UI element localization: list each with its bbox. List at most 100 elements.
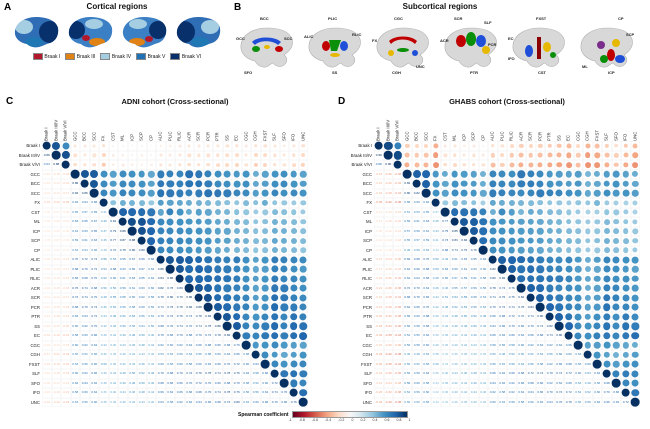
corr-value: 0.70	[508, 323, 515, 328]
corr-cell: 0.52	[118, 312, 128, 322]
corr-cell	[517, 246, 527, 256]
corr-circle	[290, 379, 298, 387]
corr-cell: 0.42	[450, 331, 460, 341]
corr-circle	[233, 209, 240, 216]
corr-cell	[602, 369, 612, 379]
corr-cell	[536, 265, 546, 275]
corr-cell: 0.40	[147, 350, 157, 360]
corr-circle	[528, 162, 534, 168]
corr-circle	[384, 141, 393, 150]
corr-value: 0.82	[186, 304, 193, 309]
corr-cell	[280, 293, 290, 303]
corr-cell: 0.70	[280, 388, 290, 398]
corr-cell	[488, 179, 498, 189]
corr-circle	[92, 144, 96, 148]
matrix-row: GCC -0.12 -0.15 -0.18	[6, 169, 308, 180]
corr-value: 0.66	[195, 342, 202, 347]
corr-circle	[461, 199, 468, 206]
corr-circle	[168, 153, 172, 157]
corr-value: -0.24	[375, 371, 383, 376]
corr-cell	[299, 255, 309, 265]
corr-cell	[232, 284, 242, 294]
corr-cell	[469, 170, 479, 180]
corr-cell	[555, 246, 565, 256]
corr-circle	[244, 144, 248, 148]
corr-cell	[242, 198, 252, 208]
corr-cell: 0.56	[479, 284, 489, 294]
corr-cell	[99, 170, 109, 180]
corr-cell: 0.54	[574, 379, 584, 389]
corr-value: -0.16	[394, 228, 402, 233]
corr-cell: 0.37	[431, 208, 441, 218]
matrix-row: ALIC -0.09 -0.12 -0.15 0.70 0.72 0.74 0.56 0.53 0…	[6, 255, 308, 265]
corr-cell	[564, 303, 574, 313]
corr-value: 0.59	[451, 266, 458, 271]
corr-value: 0.63	[470, 266, 477, 271]
corr-cell	[526, 179, 536, 189]
corr-cell: 0.48	[450, 312, 460, 322]
corr-cell: 0.74	[555, 369, 565, 379]
corr-cell	[402, 169, 413, 180]
corr-cell	[251, 151, 261, 161]
corr-circle	[204, 293, 213, 302]
corr-value: -0.30	[384, 285, 392, 290]
corr-value: 0.80	[129, 247, 136, 252]
corr-value: -0.14	[43, 323, 51, 328]
corr-cell	[194, 198, 204, 208]
corr-value: 0.62	[423, 200, 430, 205]
corr-circle	[90, 179, 99, 188]
corr-value: 0.66	[537, 380, 544, 385]
corr-cell	[469, 141, 479, 151]
corr-circle	[498, 189, 506, 197]
corr-cell: 0.80	[166, 293, 176, 303]
corr-circle	[613, 200, 619, 206]
corr-circle	[593, 256, 601, 264]
corr-circle	[603, 256, 611, 264]
corr-cell	[422, 160, 432, 170]
corr-circle	[489, 218, 497, 226]
corr-circle	[300, 209, 306, 215]
corr-cell: 0.57	[80, 208, 90, 218]
corr-circle	[263, 144, 267, 148]
corr-cell: 0.56	[422, 398, 432, 408]
corr-cell	[204, 208, 214, 218]
corr-value: 0.48	[129, 333, 136, 338]
corr-circle	[187, 153, 191, 157]
corr-circle	[101, 143, 106, 148]
corr-cell: 0.82	[156, 284, 166, 294]
corr-circle	[252, 256, 259, 263]
corr-cell	[289, 217, 299, 227]
corr-circle	[83, 163, 87, 167]
corr-cell	[621, 217, 631, 227]
corr-cell	[517, 151, 527, 161]
corr-cell	[431, 198, 441, 208]
corr-cell	[147, 189, 157, 199]
corr-cell: 0.74	[194, 322, 204, 332]
corr-cell: 0.61	[422, 227, 432, 237]
corr-cell	[564, 284, 574, 294]
corr-cell: 0.76	[460, 246, 470, 256]
corr-circle	[546, 228, 553, 235]
corr-cell: 0.50	[517, 350, 527, 360]
corr-circle	[603, 218, 610, 225]
corr-value: 0.41	[432, 238, 439, 243]
corr-cell: 0.44	[99, 312, 109, 322]
corr-circle	[185, 274, 194, 283]
corr-cell	[194, 246, 204, 256]
corr-circle	[612, 170, 620, 178]
corr-cell: 0.62	[80, 369, 90, 379]
corr-cell: 0.66	[422, 274, 432, 284]
corr-cell	[583, 331, 593, 341]
corr-cell	[251, 189, 261, 199]
corr-circle	[214, 199, 221, 206]
corr-value: -0.11	[43, 295, 51, 300]
corr-cell: -0.24	[384, 255, 394, 265]
corr-circle	[632, 247, 638, 253]
corr-cell: 0.46	[469, 331, 479, 341]
corr-cell: -0.06	[42, 217, 52, 227]
corr-circle	[584, 322, 592, 330]
matrix-row: SLF -0.12 -0.15 -0.18 0.60 0.62 0.66 0.40 0.44 0.…	[6, 369, 308, 379]
corr-circle	[537, 152, 543, 158]
corr-circle	[73, 153, 77, 157]
corr-circle	[574, 265, 582, 273]
